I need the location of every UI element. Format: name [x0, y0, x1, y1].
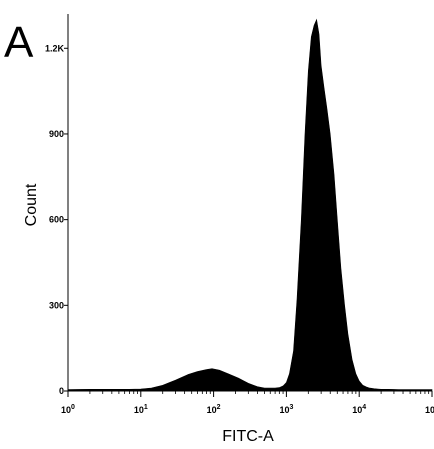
x-axis-ticks: 100 101 102 103 104 105	[61, 391, 434, 415]
x-tick-label: 101	[134, 404, 148, 415]
y-axis-ticks: 0 300 600 900 1.2K	[45, 43, 68, 396]
plot-area	[67, 14, 433, 392]
y-tick-label: 1.2K	[45, 43, 65, 53]
x-tick-label: 105	[425, 404, 434, 415]
panel-letter: A	[4, 18, 34, 67]
x-tick-label: 103	[279, 404, 293, 415]
y-tick-label: 0	[59, 386, 64, 396]
y-axis-label: Count	[23, 183, 40, 226]
x-tick-label: 102	[207, 404, 221, 415]
histogram-series-0	[67, 18, 433, 392]
y-tick-label: 900	[49, 129, 64, 139]
y-tick-label: 300	[49, 300, 64, 310]
x-tick-label: 104	[352, 404, 366, 415]
y-tick-label: 600	[49, 215, 64, 225]
x-tick-label: 100	[61, 404, 75, 415]
x-axis-label: FITC-A	[222, 428, 274, 445]
